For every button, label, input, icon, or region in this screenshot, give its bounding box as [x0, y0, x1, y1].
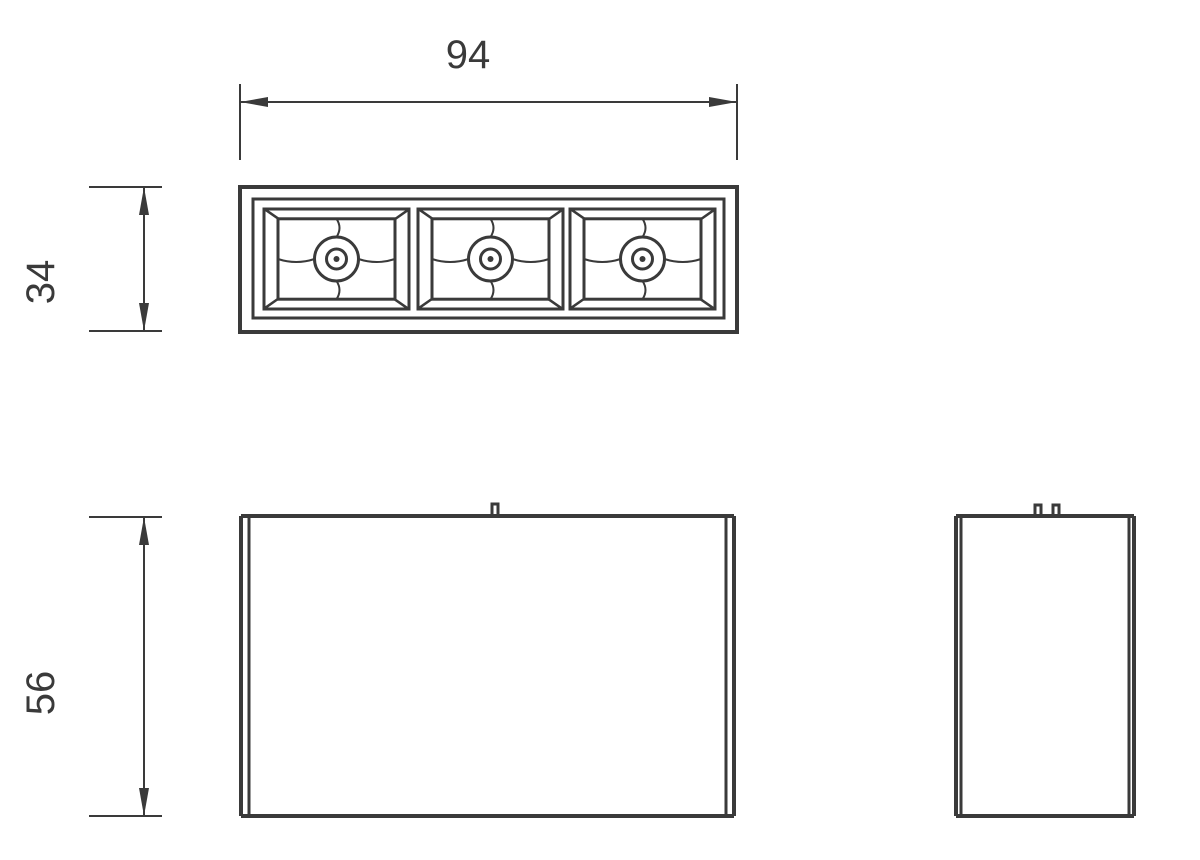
side-view — [956, 505, 1134, 816]
top-view-cell-3 — [570, 209, 716, 310]
top-view-cell-1 — [264, 209, 410, 310]
dimension-height-56: 56 — [19, 517, 162, 816]
top-view — [240, 187, 737, 332]
dimension-label-34: 34 — [19, 260, 63, 305]
dimension-label-56: 56 — [19, 671, 63, 716]
dimension-height-34: 34 — [19, 187, 162, 331]
top-view-cell-2 — [418, 209, 564, 310]
dimension-width-94: 94 — [240, 33, 737, 160]
front-view — [241, 504, 734, 816]
technical-drawing-svg: 94 34 56 — [0, 0, 1200, 860]
drawing-canvas: 94 34 56 — [0, 0, 1200, 860]
dimension-label-94: 94 — [446, 33, 491, 77]
